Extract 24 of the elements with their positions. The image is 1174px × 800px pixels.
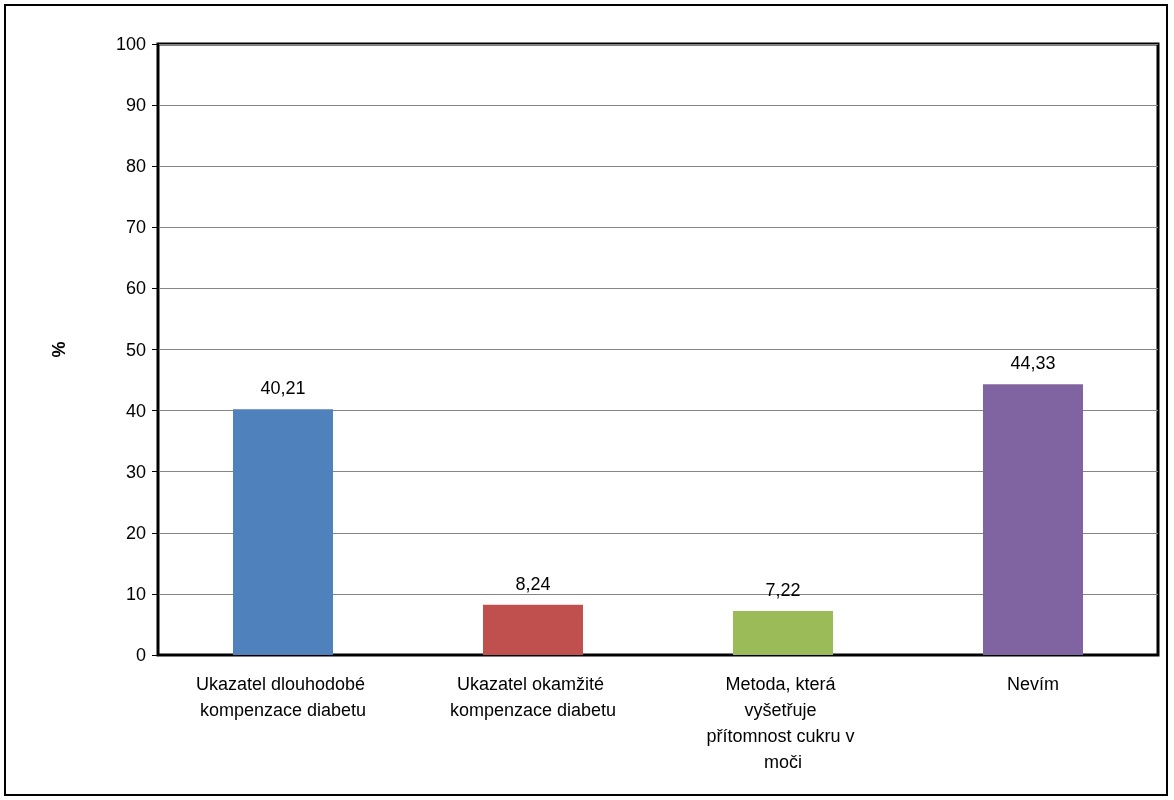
y-tick-label: 60 xyxy=(125,278,146,299)
y-tick-label: 20 xyxy=(125,522,146,543)
y-tick-label: 50 xyxy=(125,339,146,360)
y-tick-label: 80 xyxy=(125,156,146,177)
data-label: 40,21 xyxy=(260,378,306,399)
y-tick-label: 100 xyxy=(115,34,146,54)
bar xyxy=(483,604,583,655)
data-label: 8,24 xyxy=(515,573,551,594)
x-tick-label: Ukazatel dlouhodobé kompenzace diabetu xyxy=(195,674,371,720)
bar xyxy=(983,384,1083,655)
bar xyxy=(733,610,833,655)
data-label: 7,22 xyxy=(765,579,801,600)
y-tick-label: 70 xyxy=(125,217,146,238)
y-tick-label: 10 xyxy=(125,583,146,604)
y-tick-label: 90 xyxy=(125,95,146,116)
x-tick-label: Nevím xyxy=(1006,674,1060,694)
y-tick-label: 0 xyxy=(135,645,146,665)
data-label: 44,33 xyxy=(1010,353,1056,374)
x-tick-label: Ukazatel okamžité kompenzace diabetu xyxy=(449,674,617,720)
x-tick-label: Metoda, která vyšetřuje přítomnost cukru v moči xyxy=(706,674,860,772)
y-tick-label: 30 xyxy=(125,461,146,482)
y-tick-label: 40 xyxy=(125,400,146,421)
y-axis-title: % xyxy=(49,341,69,358)
bar xyxy=(233,409,333,655)
